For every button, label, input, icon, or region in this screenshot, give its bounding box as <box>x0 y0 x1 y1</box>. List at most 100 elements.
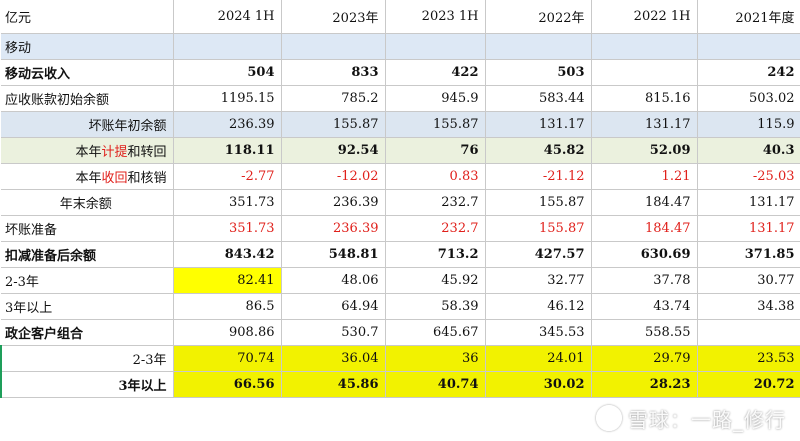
header-col: 2023年 <box>281 0 386 34</box>
cell: 48.06 <box>281 267 386 294</box>
watermark-text: 雪球：一路_修行 <box>628 408 786 432</box>
cell: 908.86 <box>173 319 282 346</box>
cell: -21.12 <box>485 163 592 190</box>
cell: 184.47 <box>591 189 698 216</box>
table-row: 本年收回和核销 -2.77 -12.02 0.83 -21.12 1.21 -2… <box>1 163 800 190</box>
cell: 118.11 <box>173 137 282 164</box>
cell: -12.02 <box>281 163 386 190</box>
cell: 70.74 <box>173 345 282 372</box>
cell: 28.23 <box>591 371 698 398</box>
section-label: 移动 <box>1 33 174 60</box>
header-col: 2024 1H <box>173 0 282 34</box>
cell: 371.85 <box>697 241 800 268</box>
cell: 1.21 <box>591 163 698 190</box>
cell: 232.7 <box>385 189 486 216</box>
cell: 351.73 <box>173 189 282 216</box>
cell: 40.3 <box>697 137 800 164</box>
cell: 583.44 <box>485 85 592 112</box>
row-label: 坏账年初余额 <box>1 111 174 138</box>
cell: 345.53 <box>485 319 592 346</box>
cell: 115.9 <box>697 111 800 138</box>
cell: 52.09 <box>591 137 698 164</box>
cell: 1195.15 <box>173 85 282 112</box>
row-label: 本年计提和转回 <box>1 137 174 164</box>
table-row: 政企客户组合 908.86 530.7 645.67 345.53 558.55 <box>1 319 800 346</box>
cell: 530.7 <box>281 319 386 346</box>
cell: 45.92 <box>385 267 486 294</box>
cell: -25.03 <box>697 163 800 190</box>
row-label: 年末余额 <box>1 189 174 216</box>
financial-table: 亿元 2024 1H 2023年 2023 1H 2022年 2022 1H 2… <box>0 0 800 398</box>
cell: 29.79 <box>591 345 698 372</box>
cell: 30.77 <box>697 267 800 294</box>
header-col: 2022年 <box>485 0 592 34</box>
cell: 131.17 <box>485 111 592 138</box>
cell: 232.7 <box>385 215 486 242</box>
cell: 503 <box>485 59 592 86</box>
table-row: 年末余额 351.73 236.39 232.7 155.87 184.47 1… <box>1 189 800 216</box>
cell: 236.39 <box>281 189 386 216</box>
cell: 37.78 <box>591 267 698 294</box>
cell: 713.2 <box>385 241 486 268</box>
cell <box>591 59 698 86</box>
row-label: 本年收回和核销 <box>1 163 174 190</box>
cell: 82.41 <box>173 267 282 294</box>
row-label: 3年以上 <box>1 293 174 320</box>
table-row: 应收账款初始余额 1195.15 785.2 945.9 583.44 815.… <box>1 85 800 112</box>
table-row: 坏账年初余额 236.39 155.87 155.87 131.17 131.1… <box>1 111 800 138</box>
cell: 504 <box>173 59 282 86</box>
cell: 36 <box>385 345 486 372</box>
header-unit: 亿元 <box>1 0 174 34</box>
row-label: 坏账准备 <box>1 215 174 242</box>
header-col: 2021年度 <box>697 0 800 34</box>
cell: 40.74 <box>385 371 486 398</box>
cell: 155.87 <box>281 111 386 138</box>
cell: 131.17 <box>591 111 698 138</box>
cell: 815.16 <box>591 85 698 112</box>
cell: 155.87 <box>485 215 592 242</box>
cell: 64.94 <box>281 293 386 320</box>
cell: 422 <box>385 59 486 86</box>
table-row: 2-3年 70.74 36.04 36 24.01 29.79 23.53 <box>0 345 800 372</box>
cell: 0.83 <box>385 163 486 190</box>
cell: 155.87 <box>385 111 486 138</box>
cell: 645.67 <box>385 319 486 346</box>
table-row: 2-3年 82.41 48.06 45.92 32.77 37.78 30.77 <box>1 267 800 294</box>
table-row: 3年以上 66.56 45.86 40.74 30.02 28.23 20.72 <box>0 371 800 398</box>
cell: 43.74 <box>591 293 698 320</box>
cell: 20.72 <box>697 371 800 398</box>
cell: 86.5 <box>173 293 282 320</box>
cell: 76 <box>385 137 486 164</box>
cell: 548.81 <box>281 241 386 268</box>
cell: 236.39 <box>281 215 386 242</box>
cell: 155.87 <box>485 189 592 216</box>
cell: 46.12 <box>485 293 592 320</box>
header-col: 2023 1H <box>385 0 486 34</box>
table-row: 3年以上 86.5 64.94 58.39 46.12 43.74 34.38 <box>1 293 800 320</box>
cell: 843.42 <box>173 241 282 268</box>
cell: 45.86 <box>281 371 386 398</box>
cell <box>697 319 800 346</box>
cell: 131.17 <box>697 189 800 216</box>
cell: 427.57 <box>485 241 592 268</box>
table-row: 本年计提和转回 118.11 92.54 76 45.82 52.09 40.3 <box>1 137 800 164</box>
row-label: 政企客户组合 <box>1 319 174 346</box>
row-label: 2-3年 <box>1 267 174 294</box>
cell: 30.02 <box>485 371 592 398</box>
cell: 833 <box>281 59 386 86</box>
cell: 351.73 <box>173 215 282 242</box>
table-row: 坏账准备 351.73 236.39 232.7 155.87 184.47 1… <box>1 215 800 242</box>
cell: 630.69 <box>591 241 698 268</box>
cell: 503.02 <box>697 85 800 112</box>
cell: 92.54 <box>281 137 386 164</box>
row-label: 移动云收入 <box>1 59 174 86</box>
cell: 242 <box>697 59 800 86</box>
row-label: 扣减准备后余额 <box>1 241 174 268</box>
cell: 45.82 <box>485 137 592 164</box>
cell: 32.77 <box>485 267 592 294</box>
cell: 785.2 <box>281 85 386 112</box>
row-label: 2-3年 <box>0 345 174 372</box>
table-row: 移动云收入 504 833 422 503 242 <box>1 59 800 86</box>
header-row: 亿元 2024 1H 2023年 2023 1H 2022年 2022 1H 2… <box>1 0 800 34</box>
table-row: 扣减准备后余额 843.42 548.81 713.2 427.57 630.6… <box>1 241 800 268</box>
